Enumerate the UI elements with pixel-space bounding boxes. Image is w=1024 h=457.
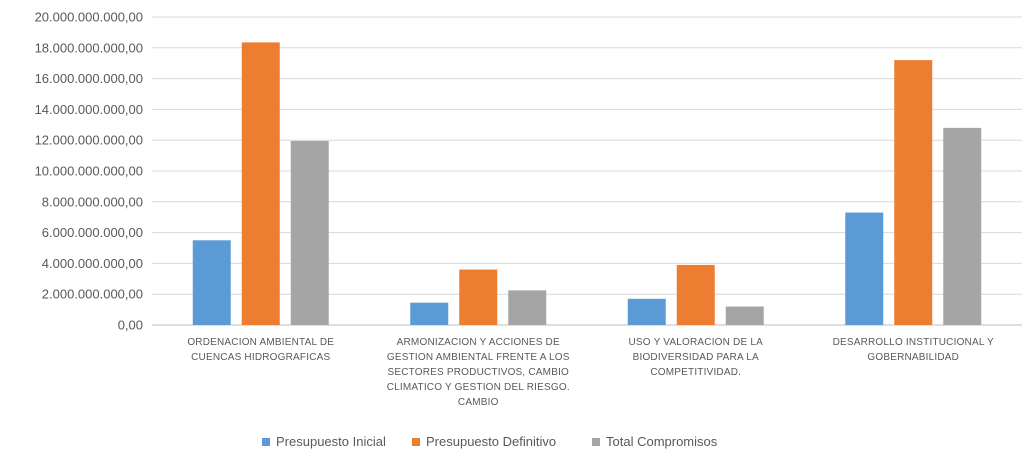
bar-total-compromisos [290, 140, 329, 325]
legend: Presupuesto Inicial Presupuesto Definitiv… [262, 434, 718, 449]
y-tick-label: 8.000.000.000,00 [42, 194, 143, 209]
y-axis: 0,00 2.000.000.000,00 4.000.000.000,00 6.00… [35, 10, 143, 333]
legend-item: Presupuesto Inicial [262, 434, 386, 449]
legend-label: Presupuesto Definitivo [426, 434, 556, 449]
x-category-label: DESARROLLO INSTITUCIONAL Y GOBERNABILIDAD [833, 337, 994, 363]
bar-presupuesto-inicial [192, 240, 231, 325]
bar-presupuesto-definitivo [894, 60, 933, 326]
x-category-label: ORDENACION AMBIENTAL DE CUENCAS HIDROGRAF… [187, 337, 334, 363]
x-axis: ORDENACION AMBIENTAL DE CUENCAS HIDROGRAF… [187, 337, 994, 408]
bars [192, 42, 982, 326]
legend-swatch [412, 438, 420, 446]
bar-presupuesto-definitivo [241, 42, 280, 325]
bar-total-compromisos [508, 290, 547, 325]
y-tick-label: 18.000.000.000,00 [35, 40, 143, 55]
y-tick-label: 14.000.000.000,00 [35, 102, 143, 117]
y-tick-label: 2.000.000.000,00 [42, 287, 143, 302]
y-tick-label: 6.000.000.000,00 [42, 225, 143, 240]
y-tick-label: 16.000.000.000,00 [35, 71, 143, 86]
bar-presupuesto-inicial [410, 302, 449, 325]
legend-label: Presupuesto Inicial [276, 434, 386, 449]
bar-presupuesto-definitivo [676, 264, 715, 325]
legend-label: Total Compromisos [606, 434, 718, 449]
bar-total-compromisos [943, 127, 982, 325]
bar-presupuesto-inicial [845, 212, 884, 325]
gridlines [152, 16, 1022, 326]
y-tick-label: 4.000.000.000,00 [42, 256, 143, 271]
legend-item: Total Compromisos [592, 434, 718, 449]
legend-item: Presupuesto Definitivo [412, 434, 556, 449]
bar-presupuesto-inicial [627, 298, 666, 325]
legend-swatch [262, 438, 270, 446]
x-category-label: ARMONIZACION Y ACCIONES DE GESTION AMBIEN… [387, 337, 570, 408]
y-tick-label: 0,00 [118, 318, 143, 333]
y-tick-label: 10.000.000.000,00 [35, 164, 143, 179]
x-category-label: USO Y VALORACION DE LA BIODIVERSIDAD PARA… [629, 337, 764, 378]
y-tick-label: 20.000.000.000,00 [35, 10, 143, 25]
bar-presupuesto-definitivo [459, 269, 498, 325]
bar-total-compromisos [725, 306, 764, 325]
y-tick-label: 12.000.000.000,00 [35, 133, 143, 148]
legend-swatch [592, 438, 600, 446]
